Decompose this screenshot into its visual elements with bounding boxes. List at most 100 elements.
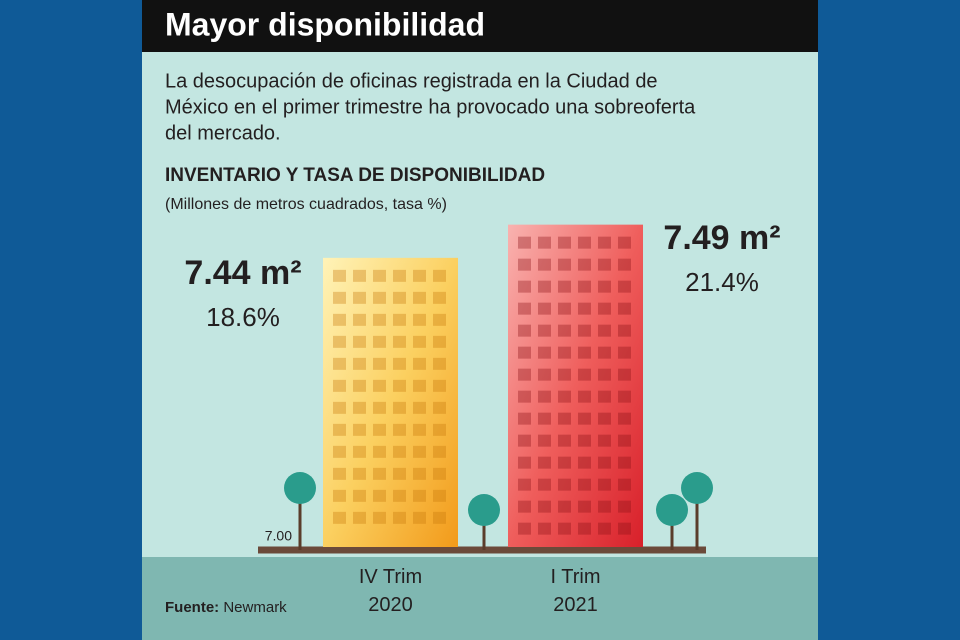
window (538, 434, 551, 447)
window (373, 335, 386, 348)
windows (518, 236, 631, 535)
window (413, 423, 426, 436)
window (393, 357, 406, 370)
window (373, 445, 386, 458)
window (618, 368, 631, 381)
window (433, 269, 446, 282)
window (518, 302, 531, 315)
window (373, 357, 386, 370)
window (598, 412, 611, 425)
window (558, 302, 571, 315)
subtitle: INVENTARIO Y TASA DE DISPONIBILIDAD (165, 165, 545, 186)
window (373, 291, 386, 304)
panel (142, 0, 818, 640)
description-line: México en el primer trimestre ha provoca… (165, 96, 696, 118)
window (558, 258, 571, 271)
chart-title: Mayor disponibilidad (165, 6, 485, 42)
window (433, 291, 446, 304)
window (578, 324, 591, 337)
window (393, 489, 406, 502)
window (433, 335, 446, 348)
title-bar (142, 0, 818, 52)
window (558, 412, 571, 425)
window (618, 500, 631, 513)
unit-label: (Millones de metros cuadrados, tasa %) (165, 196, 447, 213)
window (518, 390, 531, 403)
window (433, 511, 446, 524)
window (538, 500, 551, 513)
window (433, 379, 446, 392)
window (518, 434, 531, 447)
window (433, 313, 446, 326)
window (598, 478, 611, 491)
window (353, 445, 366, 458)
window (558, 434, 571, 447)
window (578, 368, 591, 381)
window (413, 511, 426, 524)
window (598, 302, 611, 315)
window (333, 511, 346, 524)
window (393, 313, 406, 326)
window (518, 456, 531, 469)
window (433, 489, 446, 502)
window (558, 324, 571, 337)
window (598, 500, 611, 513)
window (558, 236, 571, 249)
window (538, 478, 551, 491)
window (578, 258, 591, 271)
window (433, 445, 446, 458)
window (598, 434, 611, 447)
window (373, 379, 386, 392)
window (598, 390, 611, 403)
window (393, 269, 406, 282)
window (333, 445, 346, 458)
window (413, 401, 426, 414)
x-tick-line: IV Trim (359, 566, 422, 588)
window (618, 478, 631, 491)
window (558, 500, 571, 513)
window (373, 489, 386, 502)
window (538, 280, 551, 293)
source-label: Fuente: (165, 599, 219, 616)
tree-crown (656, 494, 688, 526)
tree-crown (468, 494, 500, 526)
window (333, 357, 346, 370)
window (558, 478, 571, 491)
bar (508, 224, 643, 547)
window (353, 313, 366, 326)
x-tick-line: 2020 (368, 594, 413, 616)
window (433, 357, 446, 370)
window (518, 258, 531, 271)
bar (323, 257, 458, 547)
window (518, 478, 531, 491)
window (558, 280, 571, 293)
window (353, 423, 366, 436)
ground (142, 557, 818, 640)
window (413, 489, 426, 502)
window (393, 511, 406, 524)
window (538, 324, 551, 337)
source: Fuente: Newmark (165, 599, 287, 616)
window (353, 467, 366, 480)
window (413, 379, 426, 392)
window (598, 456, 611, 469)
window (518, 324, 531, 337)
window (353, 401, 366, 414)
window (393, 467, 406, 480)
window (578, 522, 591, 535)
window (333, 335, 346, 348)
window (618, 412, 631, 425)
window (538, 346, 551, 359)
window (433, 423, 446, 436)
window (353, 489, 366, 502)
window (413, 467, 426, 480)
window (618, 522, 631, 535)
description-line: La desocupación de oficinas registrada e… (165, 70, 658, 92)
window (618, 324, 631, 337)
window (393, 379, 406, 392)
window (578, 434, 591, 447)
window (598, 258, 611, 271)
window (393, 445, 406, 458)
window (578, 456, 591, 469)
window (618, 302, 631, 315)
